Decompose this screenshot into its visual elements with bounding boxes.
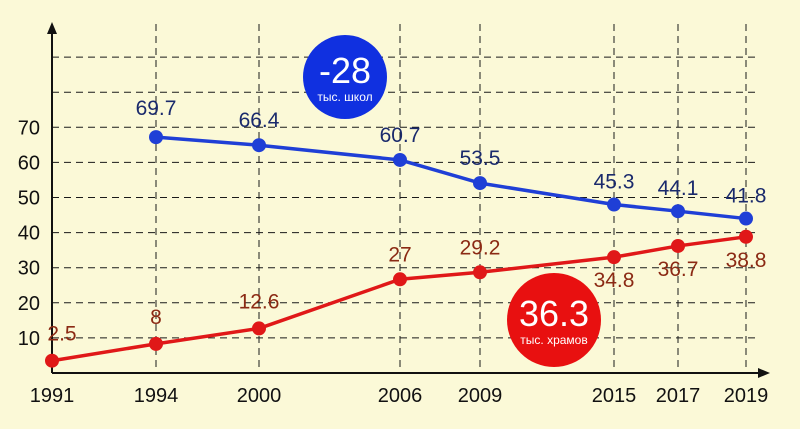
x-tick-label: 2000 — [237, 385, 282, 407]
y-tick-label: 40 — [18, 223, 40, 245]
bubble-caption: тыс. храмов — [520, 333, 587, 347]
data-point-schools — [607, 197, 621, 212]
x-tick-label: 1994 — [134, 385, 179, 407]
y-tick-label: 50 — [18, 188, 40, 210]
data-point-schools — [739, 211, 753, 226]
data-point-churches — [473, 265, 487, 280]
y-tick-label: 10 — [18, 328, 40, 350]
series-churches: 2.5 8 12.6 27 29.2 34.8 36.7 38.8 — [45, 229, 767, 368]
data-point-schools — [671, 204, 685, 219]
y-tick-label: 60 — [18, 152, 40, 174]
data-label-schools: 69.7 — [136, 97, 177, 120]
y-axis-arrow — [47, 22, 57, 34]
data-point-schools — [149, 130, 163, 145]
data-label-schools: 53.5 — [460, 147, 501, 170]
x-tick-label: 2009 — [458, 385, 503, 407]
data-point-churches — [739, 229, 753, 244]
x-tick-label: 2015 — [592, 385, 637, 407]
series-layer: 69.7 66.4 60.7 53.5 45.3 44.1 41.8 2.5 8 12.6 27 29… — [45, 97, 766, 368]
data-label-churches: 38.8 — [726, 249, 767, 272]
data-label-churches: 27 — [388, 243, 411, 266]
bubble-circle — [303, 35, 387, 119]
data-label-schools: 45.3 — [594, 171, 635, 194]
data-point-churches — [45, 353, 59, 368]
bubble-value: 36.3 — [519, 293, 589, 334]
y-tick-label: 70 — [18, 117, 40, 139]
data-point-schools — [252, 138, 266, 153]
data-point-schools — [473, 176, 487, 191]
data-point-schools — [393, 152, 407, 167]
x-tick-label: 2019 — [724, 385, 769, 407]
x-axis-arrow — [758, 368, 770, 378]
data-label-churches: 12.6 — [239, 290, 280, 313]
data-label-churches: 36.7 — [658, 258, 699, 281]
data-point-churches — [607, 250, 621, 265]
data-point-churches — [149, 336, 163, 351]
y-tick-label: 20 — [18, 293, 40, 315]
axes — [47, 22, 770, 378]
x-tick-label: 1991 — [30, 385, 75, 407]
data-label-schools: 66.4 — [239, 109, 280, 132]
series-line-churches — [51, 235, 747, 363]
data-label-churches: 2.5 — [47, 323, 76, 346]
data-point-churches — [252, 321, 266, 336]
bubble-value: -28 — [319, 50, 371, 91]
y-tick-label: 30 — [18, 258, 40, 280]
data-point-churches — [393, 272, 407, 287]
data-label-schools: 41.8 — [726, 185, 767, 208]
y-axis-ticks: 10 20 30 40 50 60 70 — [18, 117, 40, 350]
data-label-schools: 60.7 — [380, 124, 421, 147]
data-label-churches: 34.8 — [594, 269, 635, 292]
data-point-churches — [671, 238, 685, 253]
x-tick-label: 2017 — [656, 385, 701, 407]
data-label-schools: 44.1 — [658, 177, 699, 200]
x-tick-label: 2006 — [378, 385, 423, 407]
x-axis-ticks: 1991 1994 2000 2006 2009 2015 2017 2019 — [30, 385, 769, 407]
series-schools: 69.7 66.4 60.7 53.5 45.3 44.1 41.8 — [136, 97, 767, 226]
data-label-churches: 29.2 — [460, 236, 501, 259]
bubble-caption: тыс. школ — [317, 90, 372, 104]
data-label-churches: 8 — [150, 306, 162, 329]
bubble-circle — [507, 273, 601, 367]
